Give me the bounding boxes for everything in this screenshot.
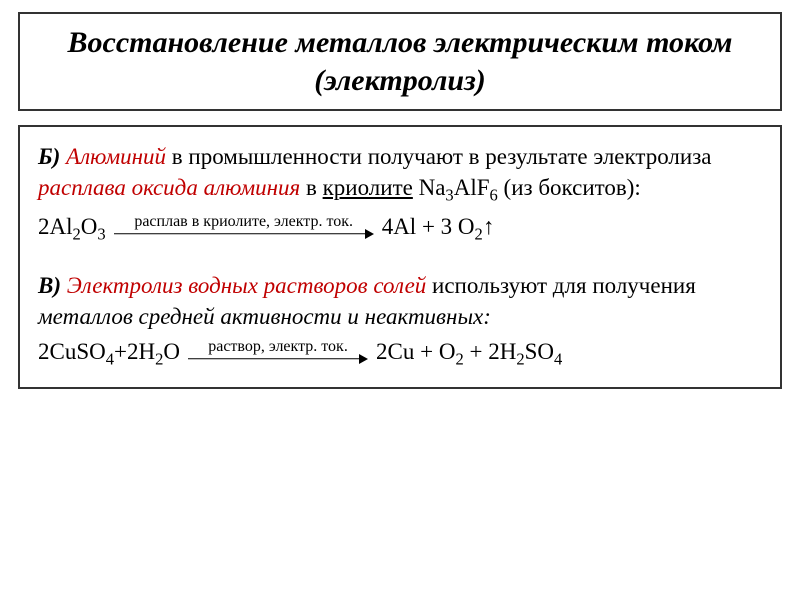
cryolite-word: криолите (323, 175, 413, 200)
arrow-icon (188, 353, 368, 365)
reaction-arrow: расплав в криолите, электр. ток. (114, 214, 374, 240)
formula-part: SO (525, 339, 554, 364)
formula-part: +2H (114, 339, 155, 364)
formula-sub: 2 (73, 225, 81, 244)
section-b-label: Б) (38, 144, 60, 169)
formula-sub: 2 (475, 225, 483, 244)
section-c-text: В) Электролиз водных растворов солей исп… (38, 270, 762, 332)
formula-sub: 4 (554, 350, 562, 369)
equation-b: 2Al2O3 расплав в криолите, электр. ток. … (38, 211, 762, 242)
section-c-red: Электролиз водных растворов солей (67, 273, 427, 298)
formula-part: Na (413, 175, 446, 200)
content-box: Б) Алюминий в промышленности получают в … (18, 125, 782, 389)
formula-sub: 6 (490, 186, 498, 205)
formula-sub: 4 (106, 350, 114, 369)
italic-phrase: металлов средней активности и неактивных… (38, 304, 491, 329)
eq-right: 2Cu + O2 + 2H2SO4 (376, 336, 562, 367)
melt-phrase: расплава оксида алюминия (38, 175, 300, 200)
formula-sub: 2 (455, 350, 463, 369)
spacer (38, 256, 762, 270)
metal-name: Алюминий (66, 144, 166, 169)
formula-part: 2Cu + O (376, 339, 455, 364)
formula-part: 2CuSO (38, 339, 106, 364)
section-c-label: В) (38, 273, 61, 298)
formula-part: 4Al + 3 O (382, 214, 475, 239)
equation-c: 2CuSO4+2H2O раствор, электр. ток. 2Cu + … (38, 336, 762, 367)
title-box: Восстановление металлов электрическим то… (18, 12, 782, 111)
eq-left: 2Al2O3 (38, 211, 106, 242)
formula-sub: 2 (516, 350, 524, 369)
text-fragment: в (300, 175, 322, 200)
eq-left: 2CuSO4+2H2O (38, 336, 180, 367)
section-b-text: Б) Алюминий в промышленности получают в … (38, 141, 762, 203)
formula-part: AlF (454, 175, 490, 200)
formula-part: + 2H (464, 339, 517, 364)
arrow-icon (114, 228, 374, 240)
formula-part: ↑ (483, 214, 495, 239)
formula-sub: 3 (445, 186, 453, 205)
formula-part: 2Al (38, 214, 73, 239)
reaction-arrow: раствор, электр. ток. (188, 339, 368, 365)
page-title: Восстановление металлов электрическим то… (40, 24, 760, 99)
eq-right: 4Al + 3 O2↑ (382, 211, 495, 242)
text-fragment: используют для получения (426, 273, 696, 298)
formula-part: O (163, 339, 180, 364)
text-fragment: (из бокситов): (498, 175, 641, 200)
formula-sub: 3 (97, 225, 105, 244)
text-fragment: в промышленности получают в результате э… (166, 144, 711, 169)
formula-part: O (81, 214, 98, 239)
